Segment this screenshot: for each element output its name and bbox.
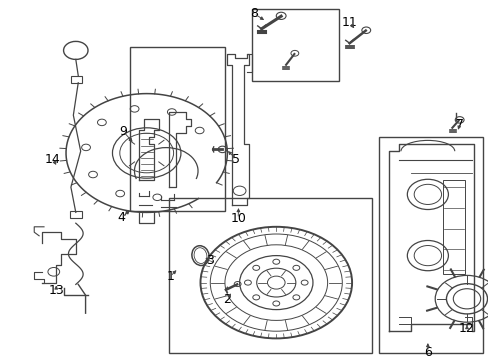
Bar [71,76,81,83]
Text: 7: 7 [455,118,463,131]
Bar [442,180,464,274]
Text: 8: 8 [249,7,257,20]
Text: 6: 6 [423,346,431,359]
Text: 11: 11 [341,16,357,29]
Bar [251,9,338,81]
Bar [168,198,371,353]
Bar [129,47,224,211]
Text: 9: 9 [119,125,127,138]
Bar [378,137,482,353]
Text: 2: 2 [223,293,231,306]
Text: 10: 10 [230,212,245,225]
Text: 3: 3 [206,255,214,267]
Text: 12: 12 [458,322,474,335]
Bar [70,211,82,218]
Text: 13: 13 [48,284,64,297]
Text: 5: 5 [232,153,240,166]
Text: 1: 1 [166,270,174,283]
Text: 14: 14 [45,153,61,166]
Text: 4: 4 [117,211,125,224]
